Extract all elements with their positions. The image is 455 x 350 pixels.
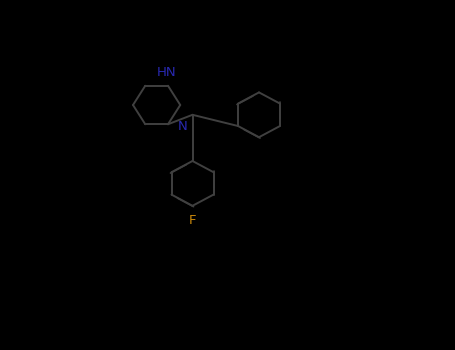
Text: HN: HN xyxy=(157,66,176,79)
Text: N: N xyxy=(178,119,187,133)
Text: F: F xyxy=(189,214,196,227)
